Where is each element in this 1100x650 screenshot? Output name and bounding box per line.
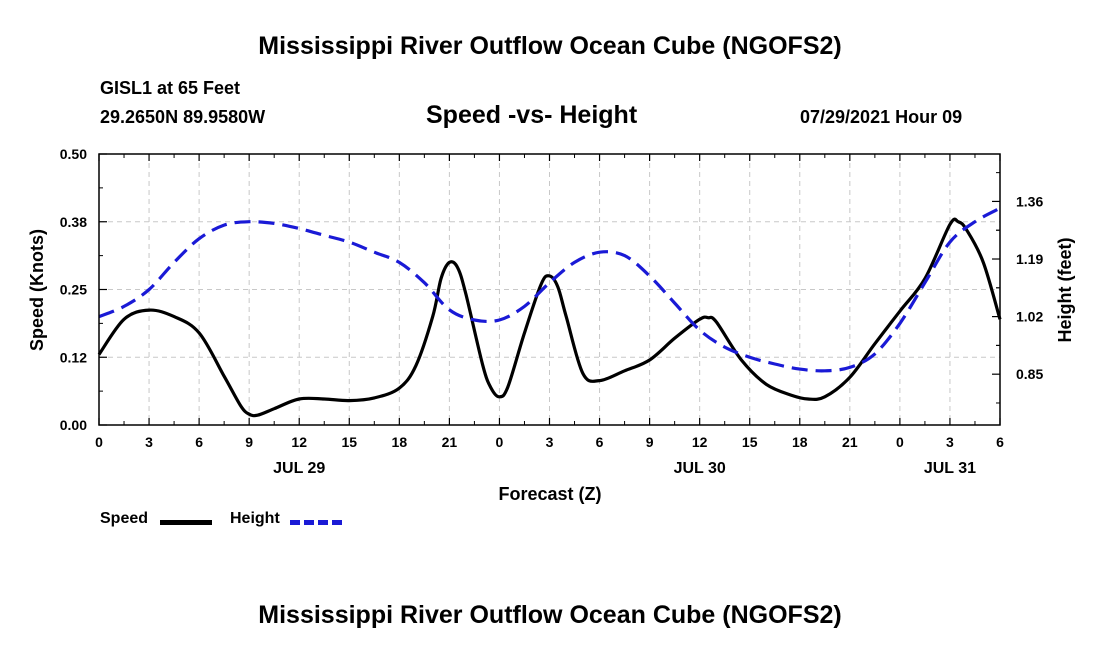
height-series-line (98, 206, 1001, 373)
x-tick-label: 12 (291, 434, 307, 450)
x-tick-label: 6 (195, 434, 203, 450)
legend-height-swatch (290, 520, 342, 525)
legend-speed-label: Speed (100, 510, 149, 527)
y2-axis-label: Height (feet) (1055, 238, 1075, 343)
y-tick-label: 0.25 (60, 282, 87, 298)
x-tick-label: 3 (145, 434, 153, 450)
y-tick-label: 0.00 (60, 417, 87, 433)
x-tick-label: 3 (946, 434, 954, 450)
chart-title-top: Mississippi River Outflow Ocean Cube (NG… (258, 32, 842, 60)
x-tick-label: 15 (742, 434, 758, 450)
station-location: 29.2650N 89.9580W (100, 107, 266, 127)
chart-subtitle: Speed -vs- Height (426, 101, 638, 129)
day-label: JUL 30 (674, 460, 726, 477)
station-name: GISL1 at 65 Feet (100, 78, 241, 98)
y2-tick-label: 1.02 (1016, 309, 1043, 325)
legend-height-label: Height (230, 510, 280, 527)
x-tick-label: 21 (442, 434, 458, 450)
x-tick-label: 6 (996, 434, 1004, 450)
plot-frame (98, 153, 1001, 426)
x-tick-label: 6 (596, 434, 604, 450)
x-tick-label: 18 (392, 434, 408, 450)
chart-title-bottom: Mississippi River Outflow Ocean Cube (NG… (258, 601, 842, 629)
day-label: JUL 31 (924, 460, 976, 477)
series-layer (97, 206, 1002, 418)
grid-layer (99, 154, 1000, 425)
x-tick-label: 0 (896, 434, 904, 450)
y-tick-label: 0.38 (60, 214, 87, 230)
x-tick-label: 21 (842, 434, 858, 450)
x-tick-label: 0 (496, 434, 504, 450)
y2-tick-label: 1.19 (1016, 251, 1043, 267)
forecast-datetime: 07/29/2021 Hour 09 (800, 107, 963, 127)
x-tick-label: 18 (792, 434, 808, 450)
speed-series-line (97, 217, 1002, 418)
x-tick-label: 9 (646, 434, 654, 450)
x-tick-label: 3 (546, 434, 554, 450)
y2-tick-label: 1.36 (1016, 193, 1043, 209)
x-tick-label: 15 (341, 434, 357, 450)
y2-tick-label: 0.85 (1016, 366, 1043, 382)
y-axis-label: Speed (Knots) (27, 229, 47, 351)
y-tick-label: 0.50 (60, 146, 87, 162)
y-tick-label: 0.12 (60, 349, 87, 365)
x-axis-label: Forecast (Z) (498, 484, 601, 504)
x-tick-label: 12 (692, 434, 708, 450)
day-label: JUL 29 (273, 460, 325, 477)
x-tick-label: 9 (245, 434, 253, 450)
x-tick-label: 0 (95, 434, 103, 450)
tick-layer: 0 3 6 9 12 15 18 21 0 3 6 9 12 15 18 21 0 3 6 JUL 29 JUL 30 J… (60, 146, 1044, 477)
legend-speed-swatch (160, 520, 212, 525)
